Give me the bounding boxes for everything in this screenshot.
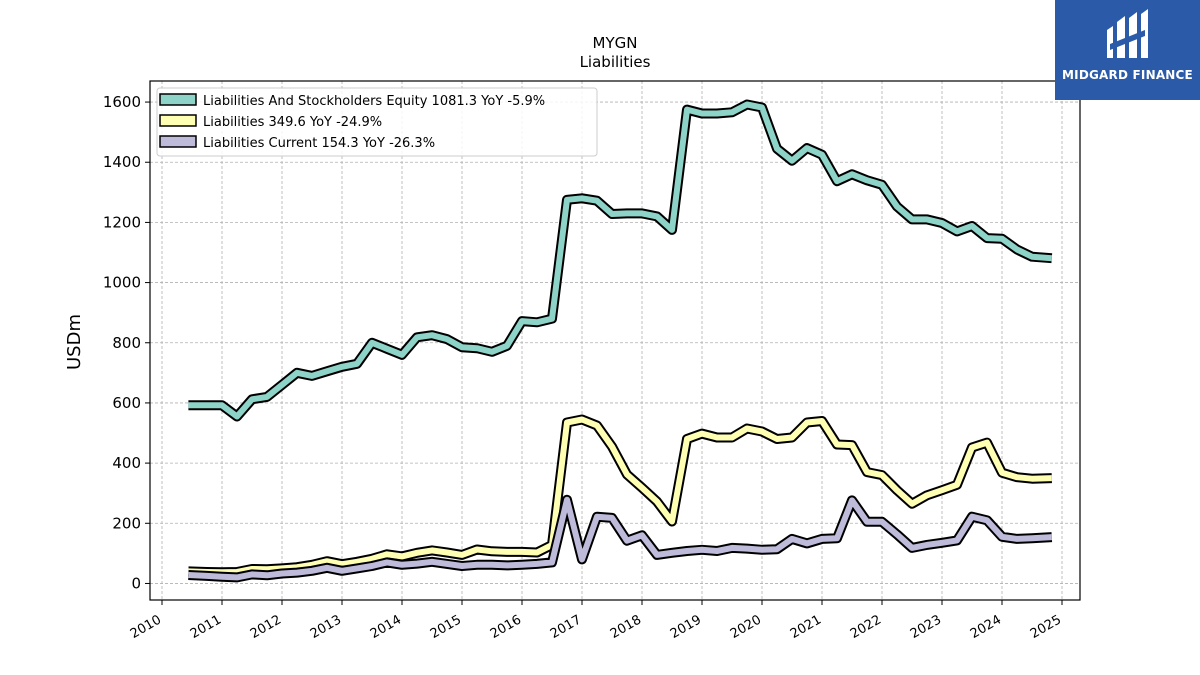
x-tick-label: 2024 [968,612,1004,642]
y-tick-label: 0 [131,574,141,592]
legend-swatch [159,114,197,127]
y-tick-label: 1600 [103,93,141,111]
y-tick-label: 400 [112,454,141,472]
y-tick-label: 1200 [103,213,141,231]
x-tick-label: 2014 [368,612,404,642]
y-tick-label: 1000 [103,274,141,292]
x-tick-label: 2010 [128,612,164,642]
series-outline [188,494,1053,583]
series-layer [188,99,1053,583]
x-tick-label: 2015 [428,612,464,642]
x-tick-label: 2011 [188,612,224,642]
x-tick-label: 2023 [908,612,944,642]
y-tick-label: 200 [112,514,141,532]
x-tick-label: 2016 [488,612,524,642]
x-tick-label: 2025 [1028,612,1064,642]
logo-mark-icon [1107,9,1148,58]
series-line-1 [188,99,1053,422]
legend-label: Liabilities 349.6 YoY -24.9% [203,115,382,130]
chart-subtitle: Liabilities [580,53,651,71]
legend-label: Liabilities And Stockholders Equity 1081… [203,94,545,109]
legend-label: Liabilities Current 154.3 YoY -26.3% [203,136,435,151]
brand-name: MIDGARD FINANCE [1062,68,1193,82]
x-tick-label: 2017 [548,612,584,642]
x-tick-label: 2019 [668,612,704,642]
series-line-2 [188,414,1052,578]
legend-swatch [159,135,197,148]
plot-frame [149,80,1081,601]
y-tick-label: 600 [112,394,141,412]
y-axis-label: USDm [64,314,85,370]
legend-box [156,87,598,157]
legend: Liabilities And Stockholders Equity 1081… [156,87,598,157]
x-tick-label: 2021 [788,612,824,642]
y-tick-label: 800 [112,334,141,352]
x-tick-label: 2012 [248,612,284,642]
x-tick-label: 2018 [608,612,644,642]
series-line-3 [188,494,1053,583]
grid [150,81,1080,600]
x-tick-label: 2022 [848,612,884,642]
brand-logo: MIDGARD FINANCE [1055,0,1200,100]
series-line [188,416,1052,576]
x-tick-label: 2013 [308,612,344,642]
x-tick-label: 2020 [728,612,764,642]
series-line [188,496,1052,581]
series-line [188,101,1053,420]
chart-title: MYGN [593,34,638,52]
legend-swatch [159,93,197,106]
y-tick-label: 1400 [103,153,141,171]
